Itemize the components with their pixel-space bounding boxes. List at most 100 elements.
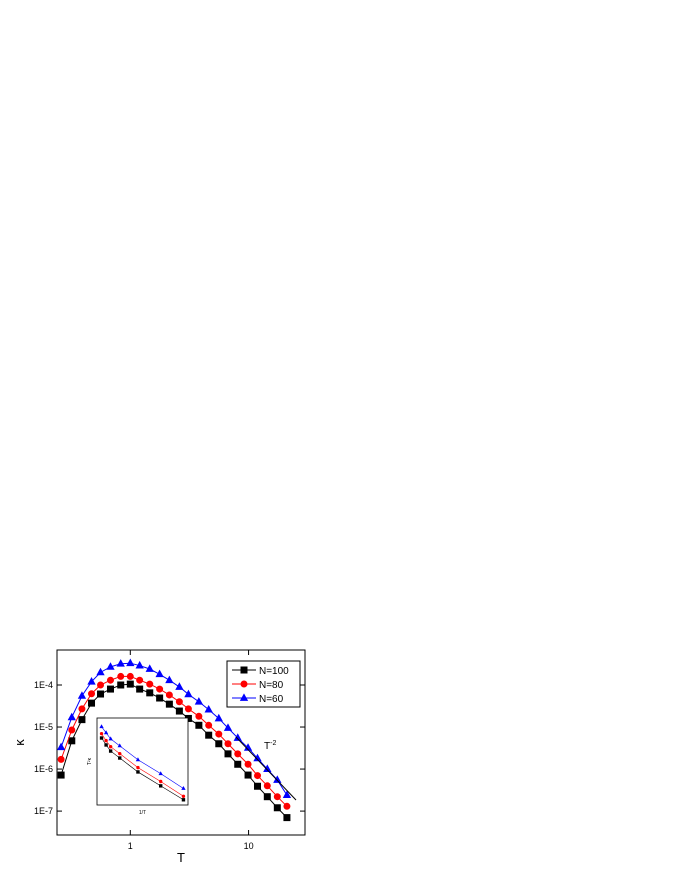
marker — [117, 681, 125, 689]
marker — [67, 712, 76, 721]
marker — [99, 724, 104, 729]
marker — [175, 698, 183, 706]
marker — [78, 705, 86, 713]
marker — [194, 697, 204, 705]
marker — [78, 716, 86, 724]
marker — [135, 660, 144, 669]
marker — [117, 672, 125, 680]
marker — [108, 745, 113, 749]
marker — [244, 771, 252, 779]
marker — [205, 731, 213, 739]
marker — [88, 699, 96, 707]
marker — [87, 677, 96, 685]
marker — [96, 667, 105, 676]
marker — [224, 750, 232, 758]
legend-marker — [239, 693, 249, 701]
marker — [165, 700, 173, 708]
marker — [254, 772, 262, 780]
plot-frame — [56, 649, 306, 836]
marker — [126, 658, 135, 667]
marker — [263, 793, 271, 801]
marker — [283, 814, 291, 822]
marker — [234, 750, 242, 758]
marker — [106, 676, 114, 684]
marker — [273, 793, 281, 801]
legend-label: N=100 — [259, 666, 289, 677]
marker — [283, 802, 291, 810]
marker — [117, 743, 122, 748]
marker — [97, 681, 105, 689]
marker — [156, 694, 164, 702]
marker — [136, 685, 144, 693]
marker — [103, 730, 109, 735]
marker — [181, 794, 186, 798]
marker — [215, 740, 223, 748]
marker — [68, 726, 76, 734]
marker — [126, 680, 134, 688]
y-tick-label: 1E-6 — [34, 764, 53, 774]
slope-line — [235, 736, 297, 801]
inset-y-label: T²κ — [87, 757, 93, 765]
y-axis-label: κ — [12, 739, 27, 746]
marker — [106, 685, 114, 693]
marker — [223, 723, 233, 731]
y-tick-label: 1E-7 — [34, 806, 53, 816]
marker — [195, 712, 203, 720]
marker — [184, 705, 192, 713]
marker — [159, 784, 163, 788]
marker — [88, 690, 96, 698]
marker — [118, 751, 122, 756]
marker — [97, 690, 105, 698]
marker — [104, 743, 108, 747]
marker — [254, 782, 262, 790]
x-tick-label: 1 — [128, 841, 133, 851]
marker — [116, 659, 125, 667]
marker — [158, 771, 163, 776]
marker — [184, 689, 193, 698]
annotation-text: T — [264, 741, 270, 752]
marker — [205, 721, 213, 729]
marker — [195, 721, 203, 729]
marker — [146, 689, 154, 697]
marker — [108, 749, 113, 753]
marker — [126, 672, 134, 680]
marker — [273, 775, 282, 783]
marker — [68, 737, 76, 745]
legend-label: N=80 — [259, 680, 284, 691]
marker — [224, 740, 232, 748]
marker — [136, 765, 140, 770]
marker — [234, 760, 242, 768]
marker — [57, 771, 65, 779]
marker — [99, 731, 104, 736]
marker — [175, 707, 183, 715]
marker — [165, 675, 174, 684]
marker — [204, 704, 213, 713]
marker — [181, 798, 186, 802]
y-tick-label: 1E-5 — [34, 722, 53, 732]
legend-marker — [240, 666, 248, 674]
legend-marker — [240, 680, 248, 688]
marker — [244, 760, 252, 768]
marker — [146, 680, 154, 688]
marker — [118, 756, 122, 760]
marker — [136, 770, 140, 774]
inset-frame — [96, 717, 189, 806]
marker — [273, 804, 281, 812]
marker — [156, 685, 164, 693]
x-tick-label: 10 — [244, 841, 254, 851]
marker — [77, 691, 87, 699]
y-tick-label: 1E-4 — [34, 680, 53, 690]
marker — [215, 730, 223, 738]
marker — [135, 757, 141, 762]
marker — [155, 669, 164, 678]
marker — [106, 662, 115, 670]
annotation: T-2 — [264, 740, 276, 752]
x-axis-label: T — [177, 850, 185, 865]
marker — [136, 676, 144, 684]
marker — [175, 682, 184, 690]
marker — [165, 691, 173, 699]
marker — [104, 738, 108, 743]
marker — [57, 755, 65, 763]
